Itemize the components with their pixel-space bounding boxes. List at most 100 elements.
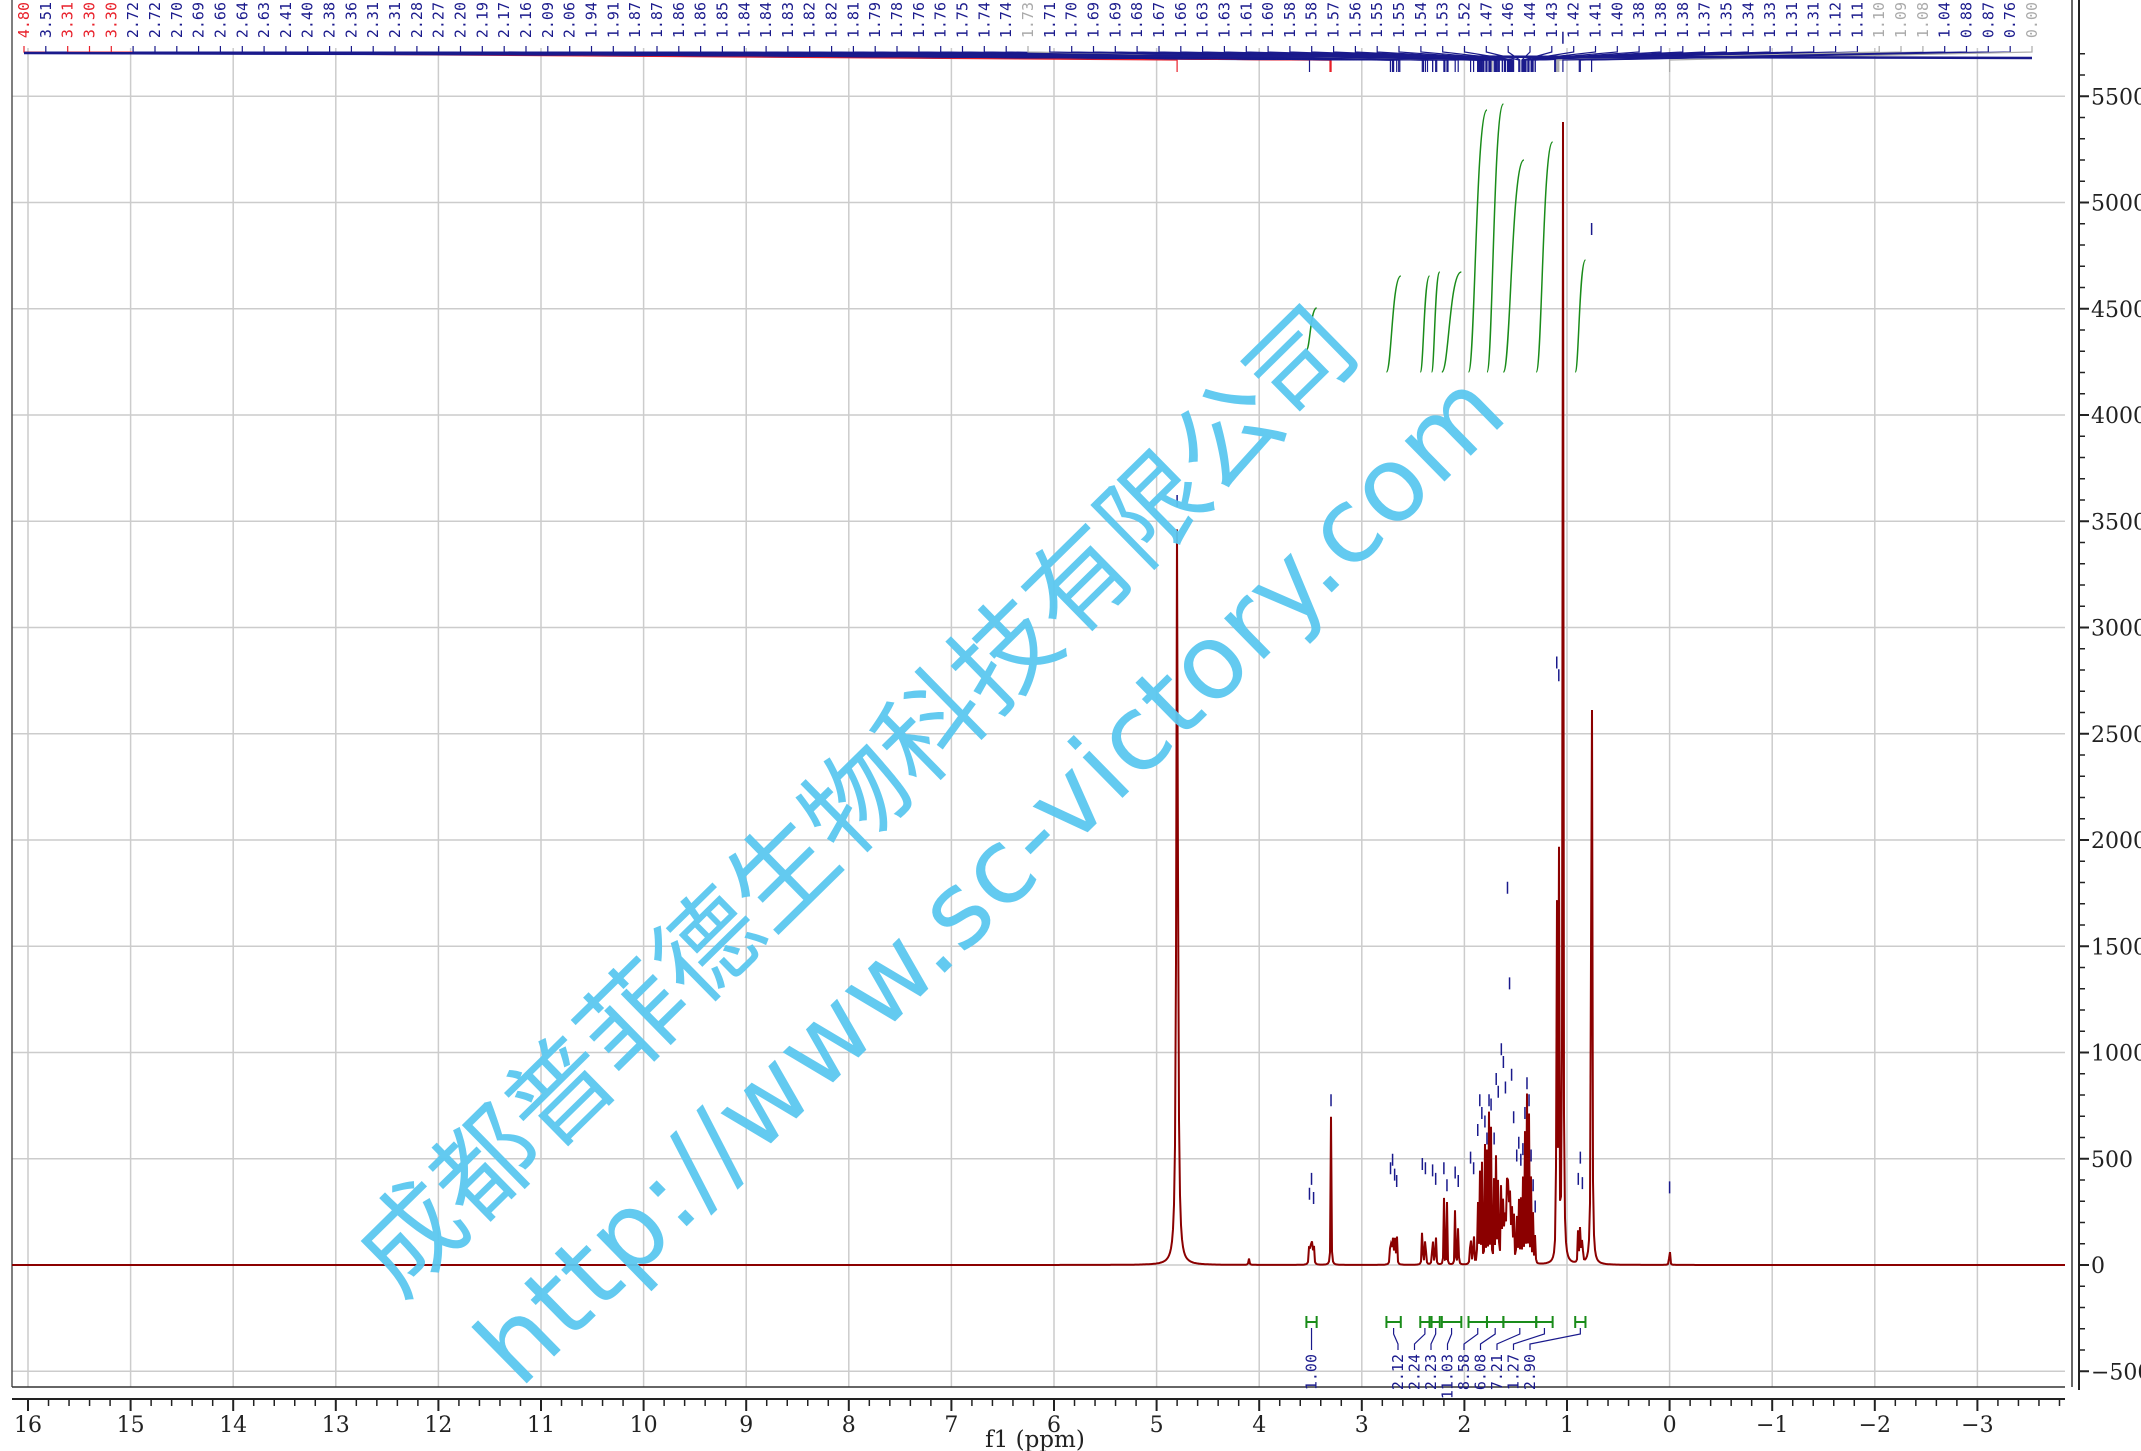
peak-label-text: 1.67 xyxy=(1150,2,1168,38)
x-tick-label: 11 xyxy=(527,1413,555,1438)
peak-label-text: 2.38 xyxy=(321,2,339,38)
peak-label-text: 1.37 xyxy=(1696,2,1714,38)
integral-curve xyxy=(1385,275,1402,373)
x-tick-label: −2 xyxy=(1859,1413,1891,1438)
y-tick-label: 5500 xyxy=(2091,85,2141,110)
integral-value: 8.58 xyxy=(1455,1354,1473,1390)
peak-label-text: 1.86 xyxy=(692,2,710,38)
peak-label-text: 1.63 xyxy=(1215,2,1233,38)
peak-label-text: 1.40 xyxy=(1608,2,1626,38)
x-tick-label: 9 xyxy=(739,1413,753,1438)
integral-connector xyxy=(1463,1328,1479,1350)
peak-label-text: 2.17 xyxy=(495,2,513,38)
x-tick-label: 2 xyxy=(1457,1413,1471,1438)
y-tick-label: 2500 xyxy=(2091,723,2141,748)
peak-label: 0.00 xyxy=(1669,2,2041,72)
integral-curves xyxy=(1305,103,1587,373)
peak-label-text: 1.55 xyxy=(1390,2,1408,38)
integral-value: 2.23 xyxy=(1422,1354,1440,1390)
x-tick-label: 7 xyxy=(944,1413,958,1438)
peak-label-connector xyxy=(1669,46,2033,72)
peak-label-text: 1.44 xyxy=(1521,2,1539,38)
peak-label-text: 1.10 xyxy=(1870,2,1888,38)
x-tick-label: 6 xyxy=(1047,1413,1061,1438)
integral-value: 1.00 xyxy=(1303,1354,1321,1390)
peak-label-text: 1.79 xyxy=(866,2,884,38)
peak-label-text: 1.08 xyxy=(1914,2,1932,38)
integral-connector xyxy=(1496,1328,1521,1350)
integral-connector xyxy=(1430,1328,1437,1350)
peak-label-text: 1.11 xyxy=(1848,2,1866,38)
peak-label-text: 0.88 xyxy=(1958,2,1976,38)
peak-label-text: 2.36 xyxy=(342,2,360,38)
peak-label-text: 1.85 xyxy=(713,2,731,38)
peak-label-text: 1.74 xyxy=(975,2,993,38)
peak-label-text: 2.06 xyxy=(561,2,579,38)
y-tick-label: 0 xyxy=(2091,1254,2105,1279)
integral-curve xyxy=(1467,109,1488,373)
peak-label-text: 1.84 xyxy=(757,2,775,38)
integral-labels: 1.00 2.122.242.2311.038.586.087.211.272.9… xyxy=(1303,1316,1587,1399)
peak-label-text: 2.31 xyxy=(364,2,382,38)
x-tick-label: 13 xyxy=(322,1413,350,1438)
x-axis-label: f1 (ppm) xyxy=(985,1427,1085,1451)
x-tick-label: 16 xyxy=(14,1413,42,1438)
peak-label-text: 1.70 xyxy=(1063,2,1081,38)
peak-label-text: 1.71 xyxy=(1041,2,1059,38)
integral-region: 2.90 xyxy=(1521,1316,1587,1390)
x-tick-label: 15 xyxy=(117,1413,145,1438)
peak-label-baseline xyxy=(23,51,2033,60)
peak-label-text: 1.94 xyxy=(582,2,600,38)
watermark-company-name: 成都普菲德生物科技有限公司 xyxy=(332,283,1382,1318)
peak-label-text: 1.69 xyxy=(1084,2,1102,38)
x-tick-label: 4 xyxy=(1252,1413,1266,1438)
peak-label-connector xyxy=(23,46,1178,72)
peak-label-text: 1.87 xyxy=(648,2,666,38)
y-tick-label: 500 xyxy=(2091,1148,2133,1173)
peak-label-text: 1.69 xyxy=(1106,2,1124,38)
integral-curve xyxy=(1502,159,1525,373)
integral-connector xyxy=(1512,1328,1546,1350)
peak-label-text: 2.64 xyxy=(233,2,251,38)
peak-label-text: 2.69 xyxy=(190,2,208,38)
x-tick-label: −1 xyxy=(1756,1413,1788,1438)
integral-value: 6.08 xyxy=(1472,1354,1490,1390)
peak-label-text: 1.73 xyxy=(1019,2,1037,38)
peak-label-text: 1.54 xyxy=(1412,2,1430,38)
integral-region: 11.03 xyxy=(1439,1316,1463,1399)
peak-label-text: 1.78 xyxy=(888,2,906,38)
peak-label-text: 2.31 xyxy=(386,2,404,38)
peak-label-text: 1.57 xyxy=(1325,2,1343,38)
peak-label-text: 1.33 xyxy=(1761,2,1779,38)
peak-label-text: 2.41 xyxy=(277,2,295,38)
y-tick-label: 2000 xyxy=(2091,829,2141,854)
peak-label-text: 1.43 xyxy=(1543,2,1561,38)
peak-label-text: 1.31 xyxy=(1783,2,1801,38)
integral-region: 2.12 xyxy=(1385,1316,1407,1390)
watermark: 成都普菲德生物科技有限公司 http://www.sc-victory.com xyxy=(332,283,1529,1408)
peak-label-text: 3.30 xyxy=(102,2,120,38)
peak-label-connector xyxy=(1591,46,2011,72)
peak-label-text: 1.42 xyxy=(1565,2,1583,38)
y-tick-label: −500 xyxy=(2091,1360,2141,1385)
integral-curve xyxy=(1305,307,1318,351)
peak-label-text: 1.38 xyxy=(1674,2,1692,38)
peak-label-text: 2.40 xyxy=(299,2,317,38)
peak-label-text: 1.60 xyxy=(1259,2,1277,38)
integral-value: 1.27 xyxy=(1505,1354,1523,1390)
integral-curve xyxy=(1430,271,1441,373)
integral-value: 2.24 xyxy=(1406,1354,1424,1390)
peak-label-text: 1.63 xyxy=(1194,2,1212,38)
peak-label-text: 2.20 xyxy=(452,2,470,38)
integral-region: 2.23 xyxy=(1422,1316,1441,1390)
peak-label-text: 1.53 xyxy=(1434,2,1452,38)
integral-region: 1.27 xyxy=(1505,1316,1554,1390)
peak-label-text: 1.09 xyxy=(1892,2,1910,38)
peak-label: 0.76 xyxy=(1591,2,2019,72)
peak-label-text: 3.31 xyxy=(59,2,77,38)
integral-curve xyxy=(1441,271,1463,373)
peak-label-text: 1.56 xyxy=(1346,2,1364,38)
integral-curve xyxy=(1535,141,1554,373)
peak-label-text: 1.66 xyxy=(1172,2,1190,38)
